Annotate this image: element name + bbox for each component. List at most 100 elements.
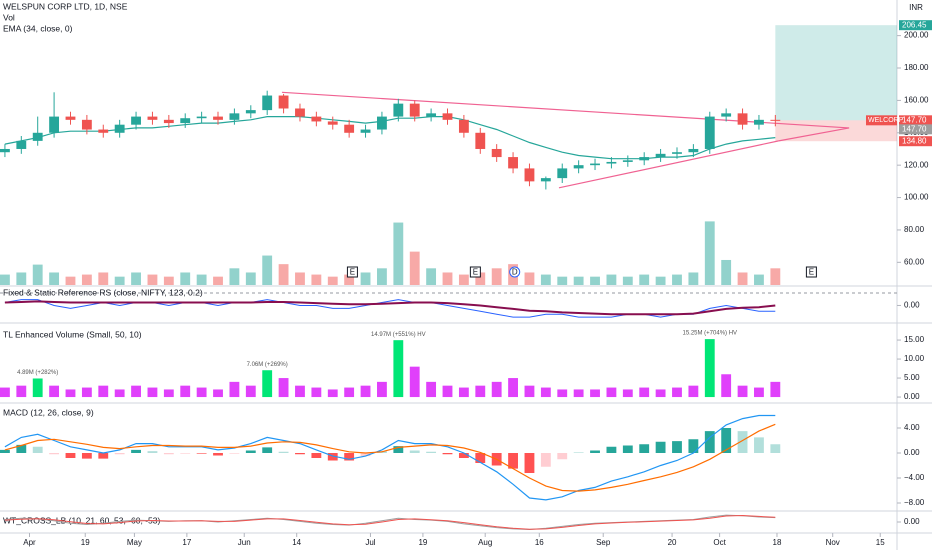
- x-tick-label: Jul: [365, 538, 375, 547]
- histogram-bar: [540, 453, 551, 467]
- price-tag: [899, 115, 932, 126]
- volume-bar: [426, 268, 437, 285]
- histogram-bar: [81, 453, 92, 459]
- candle-body: [344, 124, 355, 133]
- histogram-bar: [49, 453, 60, 455]
- candle-body: [377, 116, 387, 130]
- candle-body: [770, 119, 781, 121]
- x-tick-label: 19: [81, 538, 90, 547]
- candle-body: [213, 116, 223, 120]
- histogram-bar: [475, 453, 486, 463]
- candle-body: [737, 113, 748, 125]
- histogram-bar: [65, 453, 76, 458]
- bar: [163, 389, 174, 398]
- event-label: D: [512, 268, 518, 277]
- bar: [573, 389, 584, 398]
- candle-body: [180, 118, 191, 124]
- volume-bar: [622, 276, 633, 285]
- histogram-bar: [360, 453, 371, 457]
- candle-body: [327, 121, 338, 125]
- candle-body: [196, 116, 207, 119]
- histogram-bar: [344, 453, 355, 461]
- bar: [672, 387, 682, 398]
- histogram-bar: [442, 453, 453, 455]
- volume-bar: [590, 276, 600, 285]
- bar: [377, 381, 387, 398]
- candle-body: [540, 178, 551, 182]
- candle-body: [622, 160, 633, 162]
- bar: [508, 378, 518, 398]
- histogram-bar: [426, 451, 437, 453]
- y-tick-label: 10.00: [904, 354, 925, 363]
- candle-body: [590, 163, 600, 166]
- bar: [278, 378, 289, 398]
- candle-body: [262, 95, 273, 111]
- volume-bar: [180, 272, 191, 285]
- ema-title: EMA (34, close, 0): [3, 23, 73, 33]
- histogram-bar: [327, 453, 338, 461]
- bar: [721, 374, 732, 398]
- y-tick-label: 0.00: [904, 301, 920, 310]
- histogram-bar: [672, 441, 682, 453]
- candle-body: [442, 113, 453, 120]
- candle-body: [491, 148, 502, 158]
- histogram-bar: [704, 431, 715, 453]
- y-tick-label: 60.00: [904, 257, 925, 266]
- histogram-bar: [508, 453, 518, 469]
- volume-bar: [49, 272, 60, 285]
- bar: [426, 381, 437, 398]
- bar: [49, 385, 60, 398]
- symbol-tag-label: WELCORP: [868, 117, 904, 124]
- volume-bar: [32, 264, 43, 285]
- y-tick-label: 0.00: [904, 448, 920, 457]
- bar: [229, 381, 240, 398]
- price-tag: [899, 136, 932, 147]
- bar: [262, 370, 273, 398]
- histogram-bar: [524, 453, 535, 473]
- histogram-bar: [590, 450, 600, 453]
- histogram-bar: [311, 453, 322, 458]
- histogram-bar: [409, 450, 420, 453]
- volume-bar: [442, 272, 453, 285]
- bar: [442, 385, 453, 398]
- volume-bar: [377, 268, 387, 285]
- bar: [344, 387, 355, 398]
- candle-body: [704, 116, 715, 149]
- histogram-bar: [295, 453, 305, 455]
- bar: [32, 378, 43, 398]
- candle-body: [639, 157, 650, 161]
- bar: [737, 385, 748, 398]
- histogram-bar: [721, 428, 732, 453]
- bar: [245, 385, 256, 398]
- bar: [491, 381, 502, 398]
- x-tick-label: 20: [668, 538, 677, 547]
- line: [4, 300, 776, 316]
- histogram-bar: [196, 453, 207, 454]
- trendline: [778, 127, 850, 142]
- histogram-bar: [147, 451, 158, 453]
- histogram-bar: [278, 451, 289, 453]
- histogram-bar: [770, 444, 781, 453]
- histogram-bar: [622, 445, 633, 453]
- y-tick-label: 100.00: [904, 193, 929, 202]
- candle-body: [32, 132, 43, 141]
- bar: [622, 389, 633, 398]
- event-marker: [346, 266, 358, 278]
- volume-bar: [327, 276, 338, 285]
- volume-bar: [245, 272, 256, 285]
- candle-body: [655, 153, 666, 158]
- volume-bar: [81, 274, 92, 285]
- bar: [196, 387, 207, 398]
- bar: [295, 385, 305, 398]
- line: [4, 514, 776, 530]
- y-tick-label: 5.00: [904, 373, 920, 382]
- y-tick-label: 200.00: [904, 31, 929, 40]
- y-tick-label: 0.00: [904, 517, 920, 526]
- histogram-bar: [213, 453, 223, 456]
- volume-bar: [360, 272, 371, 285]
- candle-body: [65, 116, 76, 120]
- volume-bar: [557, 276, 568, 285]
- y-tick-label: 120.00: [904, 160, 929, 169]
- bar: [704, 339, 715, 398]
- y-tick-label: −4.00: [904, 473, 925, 482]
